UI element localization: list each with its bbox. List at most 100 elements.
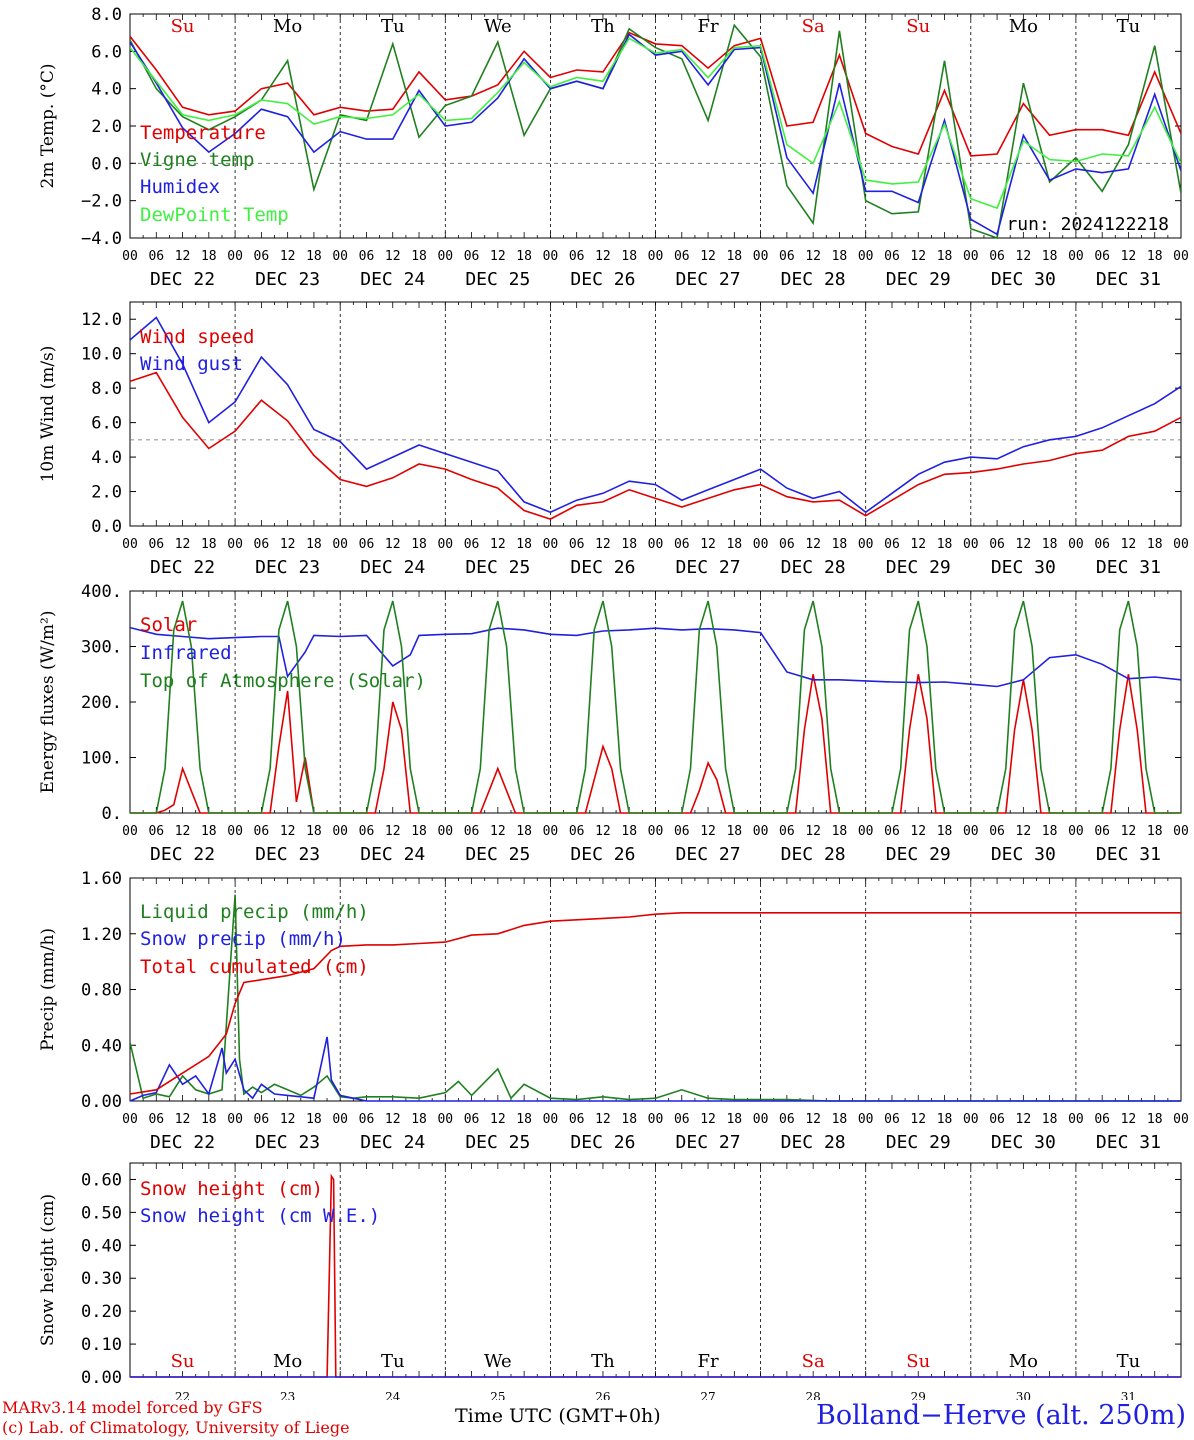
hour-tick-label: 00 (227, 824, 243, 839)
day-number: 22 (175, 1390, 190, 1400)
hour-tick-label: 18 (832, 249, 848, 264)
legend-entry: Liquid precip (mm/h) (140, 901, 369, 923)
day-label: DEC 26 (570, 844, 635, 865)
hour-tick-label: 18 (621, 824, 637, 839)
hour-tick-label: 18 (937, 1112, 953, 1127)
day-label: DEC 24 (360, 844, 425, 865)
hour-tick-label: 12 (1016, 249, 1032, 264)
hour-tick-label: 12 (910, 537, 926, 552)
day-label: DEC 27 (676, 269, 741, 290)
series-line-4 (130, 37, 1181, 210)
hour-tick-label: 06 (569, 824, 585, 839)
hour-tick-label: 06 (359, 249, 375, 264)
hour-tick-label: 00 (858, 249, 874, 264)
series-line-1 (130, 31, 1181, 157)
hour-tick-label: 00 (858, 537, 874, 552)
hour-tick-label: 18 (411, 537, 427, 552)
day-number: 27 (700, 1390, 715, 1400)
series-line-2 (130, 316, 1181, 514)
weekday-label: Sa (802, 16, 825, 37)
y-tick-label: 12.0 (81, 310, 122, 330)
weekday-label: We (484, 16, 512, 37)
series-line-3 (130, 33, 1181, 236)
panel-1: 8.0 6.0 4.0 2.0 0.0 −2.0 −4.0 2m Temp. (°C) 00 06… (38, 5, 1189, 290)
day-label: DEC 27 (676, 844, 741, 865)
hour-tick-label: 18 (306, 537, 322, 552)
panel-4: 1.60 1.20 0.80 0.40 0.00 Precip (mm/h) 00 06 12 1… (38, 869, 1189, 1153)
hour-tick-label: 00 (437, 249, 453, 264)
hour-tick-label: 18 (937, 249, 953, 264)
hour-tick-label: 00 (648, 537, 664, 552)
day-label: DEC 24 (360, 269, 425, 290)
day-number: 23 (280, 1390, 295, 1400)
hour-tick-label: 00 (227, 537, 243, 552)
hour-tick-label: 00 (753, 824, 769, 839)
y-tick-label: 0. (102, 804, 122, 824)
hour-tick-label: 12 (175, 249, 191, 264)
day-label: DEC 31 (1096, 1132, 1161, 1153)
y-axis-label: Snow height (cm) (38, 1194, 58, 1346)
hour-tick-label: 18 (306, 1112, 322, 1127)
hour-tick-label: 18 (411, 249, 427, 264)
hour-tick-label: 12 (700, 824, 716, 839)
hour-tick-label: 18 (726, 249, 742, 264)
hour-tick-label: 00 (437, 1112, 453, 1127)
hour-tick-label: 00 (648, 1112, 664, 1127)
hour-tick-label: 18 (832, 1112, 848, 1127)
hour-tick-label: 12 (175, 824, 191, 839)
hour-tick-label: 00 (332, 824, 348, 839)
hour-tick-label: 12 (1121, 249, 1137, 264)
day-label: DEC 26 (570, 269, 635, 290)
hour-tick-label: 18 (411, 1112, 427, 1127)
hour-tick-label: 12 (280, 249, 296, 264)
day-label: DEC 29 (886, 269, 951, 290)
hour-tick-label: 12 (490, 1112, 506, 1127)
y-axis-label: 2m Temp. (°C) (38, 63, 58, 188)
day-label: DEC 31 (1096, 269, 1161, 290)
hour-tick-label: 06 (254, 537, 270, 552)
hour-tick-label: 18 (1147, 537, 1163, 552)
y-tick-label: 2.0 (91, 483, 122, 503)
hour-tick-label: 18 (516, 824, 532, 839)
hour-tick-label: 18 (516, 1112, 532, 1127)
day-label: DEC 28 (781, 844, 846, 865)
meteogram: 8.0 6.0 4.0 2.0 0.0 −2.0 −4.0 2m Temp. (°C) 00 06… (38, 5, 1189, 1400)
hour-tick-label: 00 (1173, 1112, 1189, 1127)
hour-tick-label: 06 (464, 249, 480, 264)
run-annotation: run: 2024122218 (1006, 214, 1169, 235)
hour-tick-label: 00 (122, 824, 138, 839)
weekday-label: Su (171, 16, 195, 37)
hour-tick-label: 06 (989, 249, 1005, 264)
hour-tick-label: 12 (805, 249, 821, 264)
day-label: DEC 22 (150, 269, 215, 290)
hour-tick-label: 06 (989, 824, 1005, 839)
weekday-label: Fr (698, 1351, 719, 1372)
day-number: 30 (1016, 1390, 1031, 1400)
day-label: DEC 28 (781, 269, 846, 290)
hour-tick-label: 18 (1042, 537, 1058, 552)
model-credit: MARv3.14 model forced by GFS (c) Lab. of… (2, 1398, 350, 1438)
hour-tick-label: 00 (332, 1112, 348, 1127)
hour-tick-label: 06 (464, 1112, 480, 1127)
hour-tick-label: 00 (753, 1112, 769, 1127)
weekday-label: We (484, 1351, 512, 1372)
hour-tick-label: 06 (148, 824, 164, 839)
hour-tick-label: 18 (201, 1112, 217, 1127)
hour-tick-label: 12 (1016, 824, 1032, 839)
day-label: DEC 31 (1096, 844, 1161, 865)
hour-tick-label: 00 (1068, 537, 1084, 552)
hour-tick-label: 12 (595, 249, 611, 264)
hour-tick-label: 18 (621, 249, 637, 264)
weekday-label: Fr (698, 16, 719, 37)
hour-tick-label: 18 (201, 537, 217, 552)
hour-tick-label: 06 (884, 537, 900, 552)
y-tick-label: 0.80 (81, 981, 122, 1001)
hour-tick-label: 00 (227, 249, 243, 264)
day-label: DEC 23 (255, 557, 320, 578)
day-number: 24 (385, 1390, 401, 1400)
hour-tick-label: 06 (884, 1112, 900, 1127)
day-label: DEC 25 (465, 1132, 530, 1153)
hour-tick-label: 18 (306, 824, 322, 839)
hour-tick-label: 06 (148, 249, 164, 264)
hour-tick-label: 00 (332, 249, 348, 264)
